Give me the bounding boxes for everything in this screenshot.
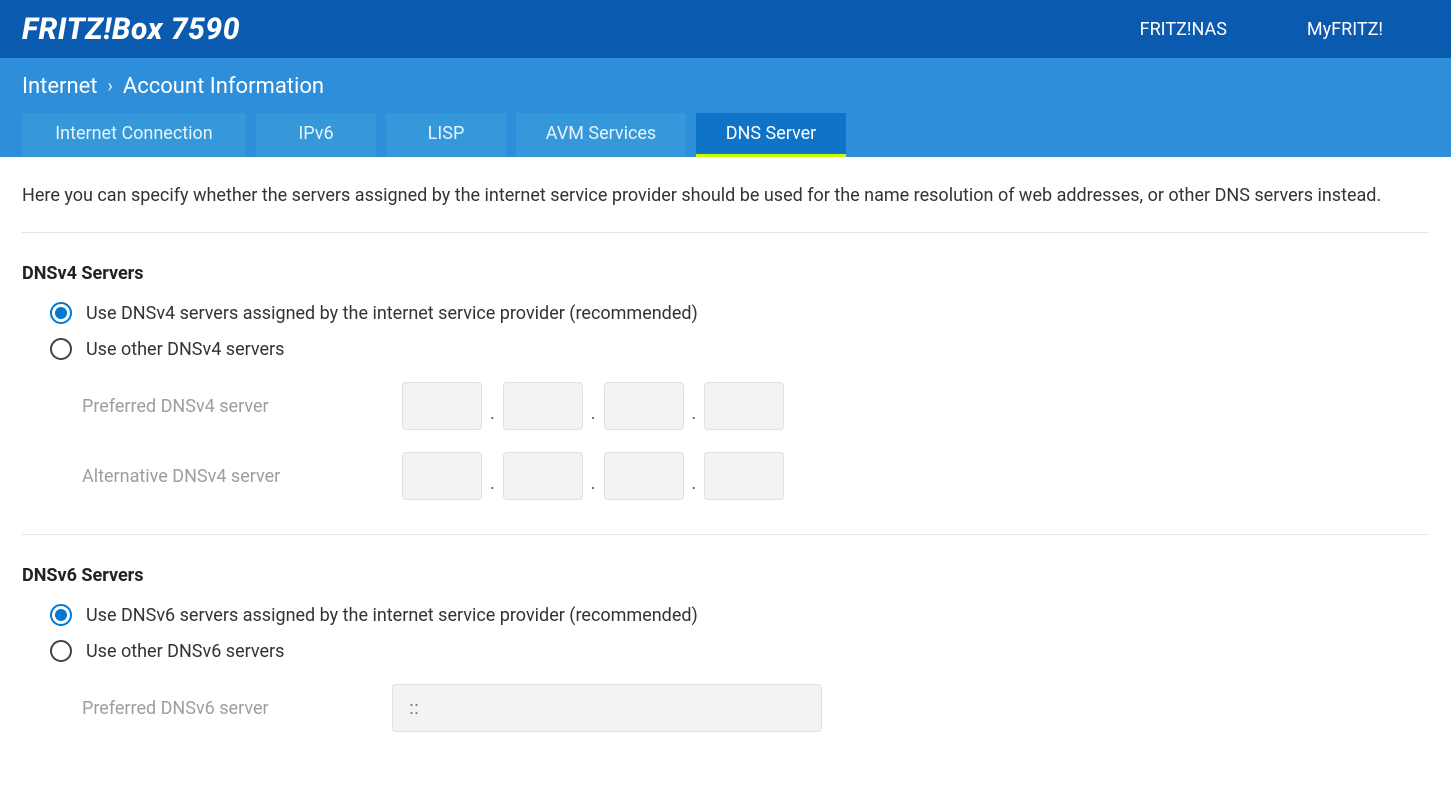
dot-separator: .: [684, 403, 705, 430]
link-myfritz[interactable]: MyFRITZ!: [1307, 19, 1383, 40]
dnsv4-pref-octet-4[interactable]: [704, 382, 784, 430]
intro-text: Here you can specify whether the servers…: [22, 157, 1429, 233]
dnsv4-radio-other[interactable]: Use other DNSv4 servers: [50, 338, 1429, 360]
dot-separator: .: [482, 473, 503, 500]
chevron-right-icon: ›: [107, 76, 112, 97]
dnsv6-radio-other[interactable]: Use other DNSv6 servers: [50, 640, 1429, 662]
dnsv4-radio-isp[interactable]: Use DNSv4 servers assigned by the intern…: [50, 302, 1429, 324]
dnsv4-alternative-label: Alternative DNSv4 server: [82, 466, 402, 487]
tab-lisp[interactable]: LISP: [386, 113, 506, 157]
breadcrumb: Internet › Account Information: [22, 58, 1429, 113]
dot-separator: .: [482, 403, 503, 430]
dot-separator: .: [583, 403, 604, 430]
tab-avm-services[interactable]: AVM Services: [516, 113, 686, 157]
dnsv6-radio-isp-label: Use DNSv6 servers assigned by the intern…: [86, 605, 698, 626]
dnsv4-radio-other-label: Use other DNSv4 servers: [86, 339, 284, 360]
link-fritznas[interactable]: FRITZ!NAS: [1140, 19, 1227, 40]
top-links: FRITZ!NAS MyFRITZ!: [1140, 19, 1383, 40]
section-divider: [22, 534, 1429, 535]
dnsv6-preferred-input[interactable]: [392, 684, 822, 732]
top-bar: FRITZ!Box 7590 FRITZ!NAS MyFRITZ!: [0, 0, 1451, 58]
dnsv4-alt-octet-4[interactable]: [704, 452, 784, 500]
dnsv6-preferred-row: Preferred DNSv6 server: [82, 684, 1429, 732]
tabs: Internet Connection IPv6 LISP AVM Servic…: [22, 113, 1429, 157]
radio-icon: [50, 302, 72, 324]
tab-ipv6[interactable]: IPv6: [256, 113, 376, 157]
breadcrumb-root[interactable]: Internet: [22, 74, 97, 99]
sub-bar: Internet › Account Information Internet …: [0, 58, 1451, 157]
dnsv4-radio-isp-label: Use DNSv4 servers assigned by the intern…: [86, 303, 698, 324]
dnsv4-alt-octet-2[interactable]: [503, 452, 583, 500]
tab-dns-server[interactable]: DNS Server: [696, 113, 846, 157]
dot-separator: .: [583, 473, 604, 500]
content: Here you can specify whether the servers…: [0, 157, 1451, 732]
dnsv6-radio-isp[interactable]: Use DNSv6 servers assigned by the intern…: [50, 604, 1429, 626]
radio-icon: [50, 640, 72, 662]
dnsv4-preferred-label: Preferred DNSv4 server: [82, 396, 402, 417]
dnsv4-alternative-input: . . .: [402, 452, 784, 500]
breadcrumb-page: Account Information: [123, 74, 324, 99]
dnsv6-heading: DNSv6 Servers: [22, 565, 1429, 586]
dot-separator: .: [684, 473, 705, 500]
radio-icon: [50, 338, 72, 360]
dnsv6-preferred-label: Preferred DNSv6 server: [82, 698, 392, 719]
dnsv4-preferred-input: . . .: [402, 382, 784, 430]
dnsv4-alt-octet-3[interactable]: [604, 452, 684, 500]
dnsv4-heading: DNSv4 Servers: [22, 263, 1429, 284]
dnsv4-pref-octet-2[interactable]: [503, 382, 583, 430]
dnsv4-pref-octet-1[interactable]: [402, 382, 482, 430]
dnsv4-preferred-row: Preferred DNSv4 server . . .: [82, 382, 1429, 430]
dnsv4-alt-octet-1[interactable]: [402, 452, 482, 500]
dnsv6-radio-other-label: Use other DNSv6 servers: [86, 641, 284, 662]
radio-icon: [50, 604, 72, 626]
dnsv4-pref-octet-3[interactable]: [604, 382, 684, 430]
product-logo: FRITZ!Box 7590: [22, 12, 240, 47]
dnsv4-alternative-row: Alternative DNSv4 server . . .: [82, 452, 1429, 500]
tab-internet-connection[interactable]: Internet Connection: [22, 113, 246, 157]
